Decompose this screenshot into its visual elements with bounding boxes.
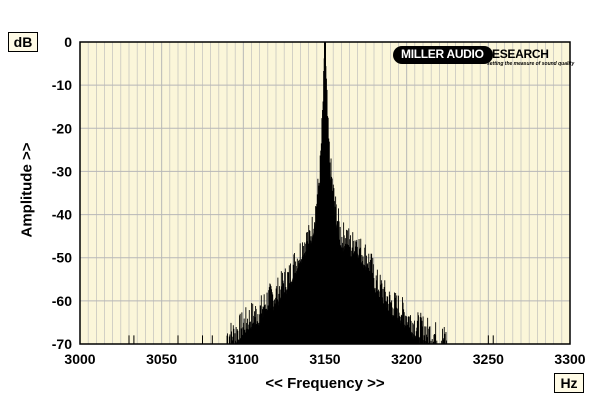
x-tick-label: 3250: [473, 351, 504, 367]
logo-wordmark-black: RESEARCH: [483, 47, 549, 61]
logo-wordmark: MILLER AUDIORESEARCH: [401, 47, 549, 61]
y-tick-label: -50: [52, 250, 72, 266]
x-tick-label: 3200: [391, 351, 422, 367]
y-tick-label: 0: [64, 34, 72, 50]
y-tick-label: -60: [52, 293, 72, 309]
spectrum-spikes: [226, 57, 447, 344]
logo-pill-shape: [393, 46, 493, 64]
y-tick-label: -30: [52, 163, 72, 179]
miller-audio-research-logo: MILLER AUDIORESEARCH setting the measure…: [393, 44, 575, 68]
logo-tagline: setting the measure of sound quality: [487, 61, 575, 67]
x-tick-label: 3050: [146, 351, 177, 367]
x-tick-label: 3300: [554, 351, 585, 367]
y-tick-label: -20: [52, 120, 72, 136]
x-tick-label: 3150: [309, 351, 340, 367]
y-tick-label: -10: [52, 77, 72, 93]
y-tick-label: -70: [52, 336, 72, 352]
y-tick-label: -40: [52, 207, 72, 223]
y-unit-label: dB: [8, 32, 38, 52]
y-axis-label: Amplitude >>: [18, 142, 36, 238]
logo-wordmark-white: MILLER AUDIO: [401, 47, 484, 61]
x-unit-label: Hz: [554, 373, 584, 393]
x-tick-label: 3100: [228, 351, 259, 367]
x-tick-label: 3000: [64, 351, 95, 367]
plot-frame: [79, 41, 571, 345]
x-axis-label: << Frequency >>: [265, 375, 385, 392]
